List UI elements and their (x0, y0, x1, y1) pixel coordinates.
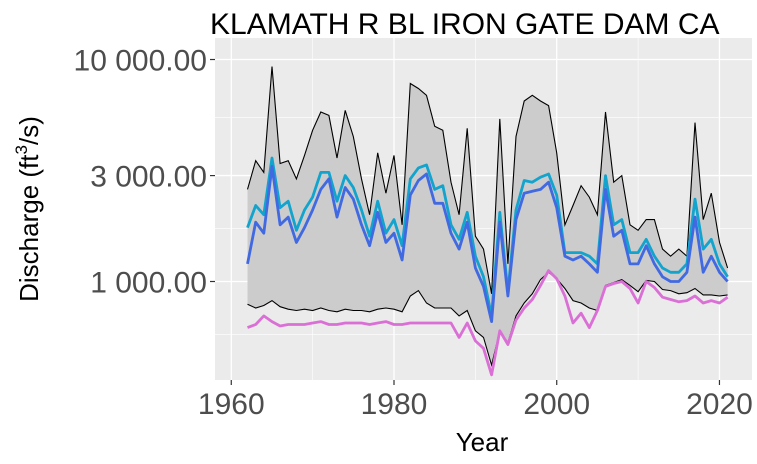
ribbon-lower-line (247, 271, 728, 368)
ribbon-upper-line (246, 66, 729, 294)
ribbon-fill (247, 66, 728, 366)
x-tick-label: 2020 (686, 388, 753, 421)
chart-title: KLAMATH R BL IRON GATE DAM CA (210, 8, 720, 41)
series-line-2 (246, 164, 729, 324)
y-axis: 1 000.00 3 000.00 10 000.00 (74, 45, 215, 300)
y-axis-title: Discharge (ft3/s) (12, 116, 44, 302)
x-tick-label: 1960 (198, 388, 265, 421)
x-tick-label: 1980 (361, 388, 428, 421)
series-line-1 (246, 156, 729, 318)
x-axis-title: Year (456, 427, 509, 457)
series-group (246, 156, 729, 377)
y-axis-title-main: Discharge (ft (14, 154, 44, 302)
y-tick-label: 1 000.00 (90, 267, 207, 300)
y-tick-label: 10 000.00 (74, 45, 207, 78)
y-tick-label: 3 000.00 (90, 161, 207, 194)
y-axis-title-exponent: 3 (12, 145, 31, 154)
x-axis: 1960 1980 2000 2020 (198, 380, 753, 421)
y-axis-title-unit: /s) (14, 116, 44, 145)
series-line-3 (247, 269, 729, 377)
x-tick-label: 2000 (523, 388, 590, 421)
